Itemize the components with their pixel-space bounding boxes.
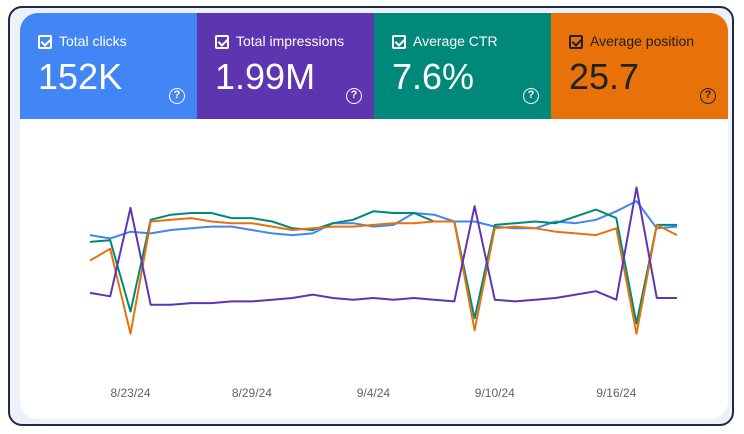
x-tick-label: 9/4/24 — [357, 386, 391, 400]
metric-value: 1.99M — [215, 56, 316, 97]
x-tick-label: 8/23/24 — [110, 386, 150, 400]
series-line-2 — [89, 217, 678, 335]
metric-label: Total impressions — [236, 33, 345, 49]
x-axis-ticks: 8/23/24 8/29/24 9/4/24 9/10/24 9/16/24 — [110, 386, 636, 400]
series-line-3 — [89, 186, 677, 306]
metric-tiles: Total clicks 152K ? Total impressions 1.… — [20, 13, 728, 119]
performance-card: Total clicks 152K ? Total impressions 1.… — [20, 13, 728, 419]
help-circle-icon[interactable]: ? — [346, 88, 362, 104]
checkbox-checked-icon[interactable] — [392, 35, 406, 49]
x-tick-label: 8/29/24 — [232, 386, 272, 400]
performance-widget-frame: Total clicks 152K ? Total impressions 1.… — [8, 6, 734, 426]
x-tick-label: 9/10/24 — [475, 386, 515, 400]
metric-tile-average-position[interactable]: Average position 25.7 ? — [551, 13, 728, 119]
help-circle-icon[interactable]: ? — [700, 88, 716, 104]
checkbox-checked-icon[interactable] — [569, 35, 583, 49]
series-line-1 — [89, 208, 677, 325]
x-tick-label: 9/16/24 — [596, 386, 636, 400]
performance-line-chart[interactable]: 8/23/24 8/29/24 9/4/24 9/10/24 9/16/24 — [20, 119, 728, 419]
metric-value: 25.7 — [569, 56, 640, 97]
series-line-0 — [89, 200, 678, 240]
help-circle-icon[interactable]: ? — [169, 88, 185, 104]
metric-tile-total-impressions[interactable]: Total impressions 1.99M ? — [197, 13, 374, 119]
checkbox-checked-icon[interactable] — [215, 35, 229, 49]
metric-label: Average position — [590, 33, 695, 49]
metric-tile-average-ctr[interactable]: Average CTR 7.6% ? — [374, 13, 551, 119]
series-layer — [89, 186, 678, 335]
metric-value: 152K — [38, 56, 123, 97]
metric-tile-total-clicks[interactable]: Total clicks 152K ? — [20, 13, 197, 119]
checkbox-checked-icon[interactable] — [38, 35, 52, 49]
help-circle-icon[interactable]: ? — [523, 88, 539, 104]
metric-label: Total clicks — [59, 33, 127, 49]
metric-label: Average CTR — [413, 33, 498, 49]
metric-value: 7.6% — [392, 56, 475, 97]
